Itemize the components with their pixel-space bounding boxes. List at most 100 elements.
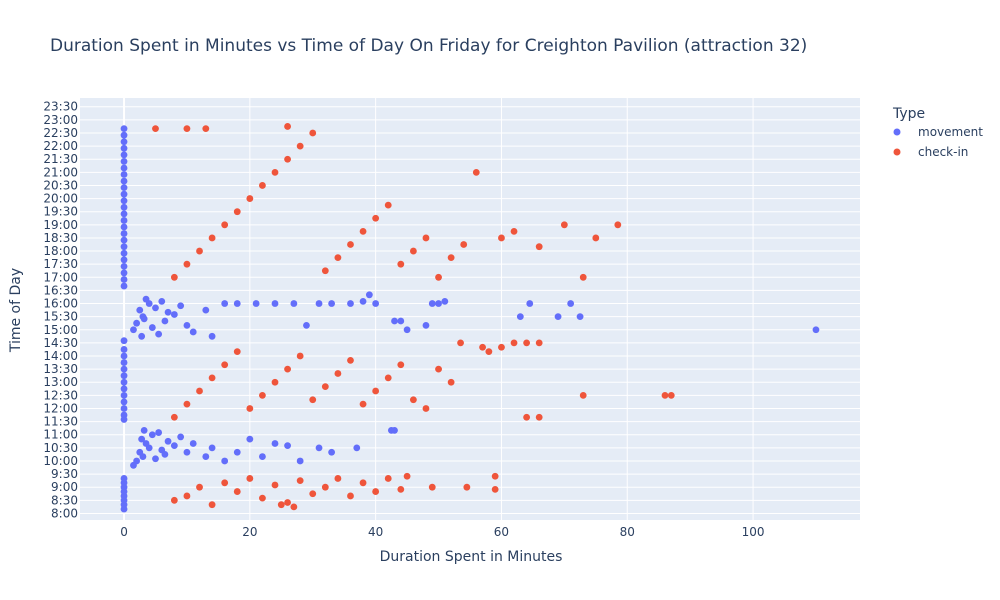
movement-point bbox=[152, 304, 159, 312]
movement-point bbox=[120, 190, 128, 198]
check-in-point bbox=[435, 273, 442, 281]
check-in-point bbox=[196, 247, 203, 255]
check-in-point bbox=[523, 339, 531, 347]
movement-point bbox=[120, 184, 128, 192]
movement-point bbox=[428, 300, 436, 307]
y-tick-label: 23:00 bbox=[43, 113, 78, 127]
check-in-point bbox=[183, 125, 191, 133]
x-axis-ticks: 0 20 40 60 80 100 bbox=[120, 525, 764, 539]
check-in-point bbox=[321, 483, 329, 491]
check-in-point bbox=[359, 400, 367, 408]
movement-point bbox=[148, 431, 156, 439]
movement-point bbox=[208, 444, 216, 452]
check-in-point bbox=[290, 503, 298, 511]
movement-point bbox=[140, 315, 148, 323]
movement-point bbox=[120, 276, 128, 283]
y-tick-label: 15:30 bbox=[43, 310, 78, 324]
y-tick-label: 10:00 bbox=[43, 454, 78, 468]
movement-point bbox=[391, 426, 398, 434]
movement-point bbox=[233, 300, 241, 307]
x-tick-label: 100 bbox=[742, 525, 765, 539]
check-in-point bbox=[409, 396, 417, 404]
movement-point bbox=[347, 300, 354, 307]
movement-point bbox=[403, 326, 411, 334]
movement-point bbox=[221, 300, 229, 307]
y-tick-label: 19:30 bbox=[43, 205, 78, 219]
movement-point bbox=[183, 321, 191, 329]
y-tick-label: 12:00 bbox=[43, 401, 78, 415]
check-in-point bbox=[271, 481, 279, 489]
legend-marker-movement bbox=[893, 128, 901, 136]
movement-point bbox=[391, 317, 398, 325]
check-in-point bbox=[233, 348, 241, 356]
movement-point bbox=[177, 302, 185, 310]
check-in-point bbox=[183, 492, 191, 500]
movement-point bbox=[271, 300, 279, 307]
check-in-point bbox=[409, 247, 417, 255]
movement-point bbox=[252, 300, 260, 307]
check-in-point bbox=[592, 234, 600, 242]
x-tick-label: 60 bbox=[494, 525, 509, 539]
y-tick-label: 20:00 bbox=[43, 192, 78, 206]
y-axis-ticks: 8:008:309:009:3010:0010:3011:0011:3012:0… bbox=[43, 100, 78, 521]
check-in-point bbox=[347, 356, 354, 364]
movement-point bbox=[177, 433, 185, 441]
check-in-point bbox=[309, 396, 317, 404]
x-tick-label: 40 bbox=[368, 525, 383, 539]
check-in-point bbox=[296, 142, 304, 150]
check-in-point bbox=[535, 339, 543, 347]
movement-point bbox=[120, 164, 128, 172]
y-tick-label: 16:00 bbox=[43, 297, 78, 311]
movement-point bbox=[359, 297, 367, 305]
check-in-point bbox=[372, 387, 380, 395]
movement-point bbox=[120, 256, 128, 264]
check-in-point bbox=[170, 496, 178, 504]
movement-point bbox=[142, 440, 150, 447]
movement-point bbox=[120, 144, 128, 152]
movement-point bbox=[372, 300, 380, 307]
check-in-point bbox=[435, 365, 442, 373]
y-tick-label: 18:30 bbox=[43, 231, 78, 245]
movement-point bbox=[170, 442, 178, 450]
movement-point bbox=[120, 197, 128, 205]
movement-point bbox=[120, 337, 128, 345]
legend-item-movement[interactable]: movement bbox=[893, 125, 984, 139]
movement-point bbox=[142, 295, 150, 303]
check-in-point bbox=[296, 477, 304, 485]
check-in-point bbox=[472, 168, 480, 176]
y-tick-label: 11:30 bbox=[43, 415, 78, 429]
movement-point bbox=[397, 317, 405, 325]
movement-point bbox=[567, 300, 575, 307]
y-tick-label: 13:00 bbox=[43, 375, 78, 389]
check-in-point bbox=[284, 123, 291, 130]
check-in-point bbox=[667, 391, 675, 399]
check-in-point bbox=[309, 490, 317, 498]
check-in-point bbox=[510, 227, 518, 235]
check-in-point bbox=[183, 400, 191, 408]
check-in-point bbox=[221, 221, 229, 229]
movement-point bbox=[422, 321, 430, 329]
check-in-point bbox=[447, 254, 455, 262]
check-in-point bbox=[560, 221, 568, 229]
movement-point bbox=[120, 131, 128, 139]
check-in-point bbox=[510, 339, 518, 347]
x-tick-label: 80 bbox=[620, 525, 635, 539]
check-in-point bbox=[334, 475, 342, 482]
y-tick-label: 12:30 bbox=[43, 388, 78, 402]
movement-point bbox=[120, 210, 128, 218]
check-in-point bbox=[491, 472, 499, 480]
movement-point bbox=[120, 151, 128, 159]
check-in-point bbox=[196, 387, 203, 395]
movement-point bbox=[152, 455, 159, 463]
movement-point bbox=[303, 321, 310, 329]
movement-point bbox=[435, 300, 442, 307]
movement-point bbox=[120, 230, 128, 237]
y-tick-label: 23:30 bbox=[43, 100, 78, 114]
check-in-point bbox=[460, 241, 468, 248]
movement-point bbox=[120, 217, 128, 224]
y-tick-label: 9:30 bbox=[51, 467, 78, 481]
legend-item-check-in[interactable]: check-in bbox=[893, 145, 969, 159]
check-in-point bbox=[422, 405, 430, 412]
check-in-point bbox=[334, 370, 342, 377]
movement-point bbox=[120, 365, 128, 373]
